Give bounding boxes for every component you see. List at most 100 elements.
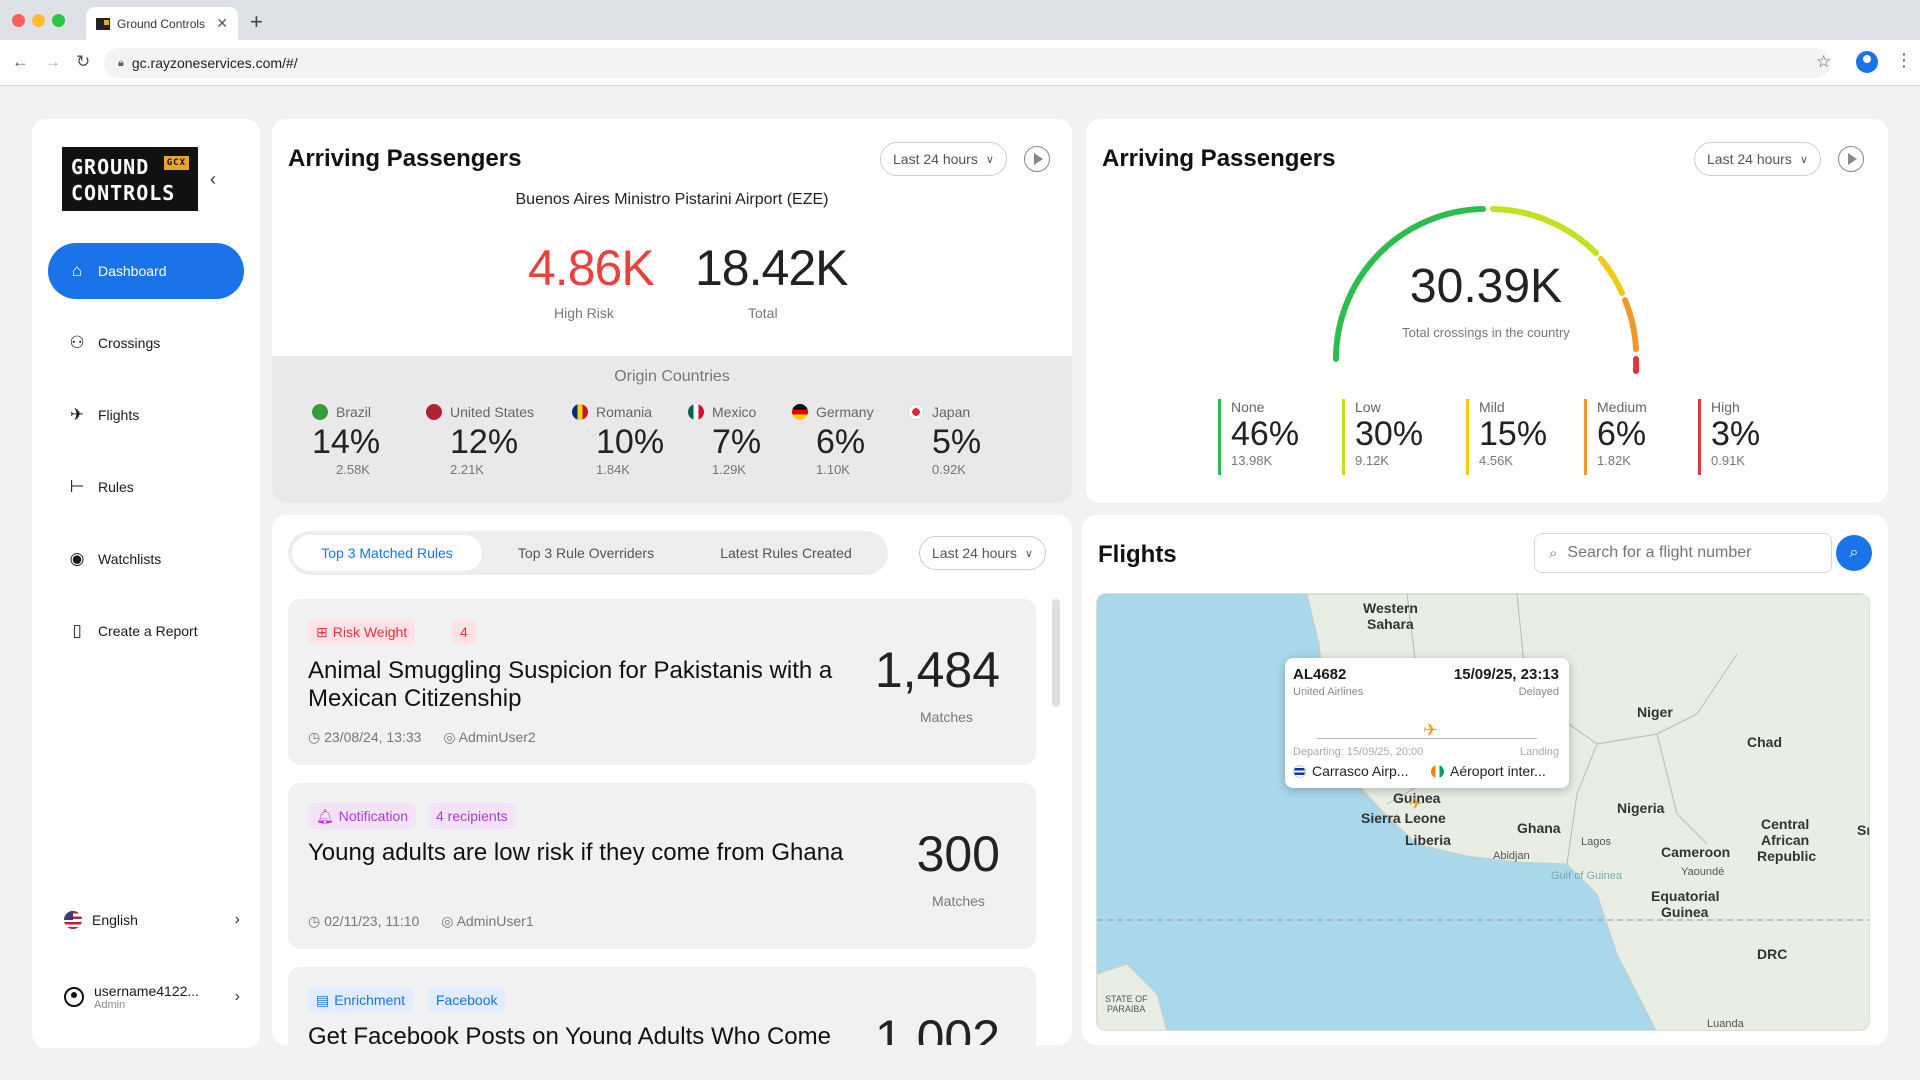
airplane-marker-icon[interactable]: ✈ [1409,796,1423,813]
map-label: Sı [1857,822,1870,838]
profile-avatar[interactable] [1856,51,1878,73]
destination-airport-name: Aéroport inter... [1450,763,1546,779]
country-germany: Germany 6% 1.10K [792,404,902,477]
back-icon[interactable]: ← [12,52,29,71]
risk-pct: 15% [1479,415,1548,453]
map-label: Central [1761,816,1810,832]
flights-card: Flights ⌕ ⌕ Western Sahara Niger Chad Ni… [1082,515,1888,1045]
rule-date: 02/11/23, 11:10 [324,913,420,929]
play-icon[interactable] [1838,146,1864,172]
risk-name: None [1231,399,1265,415]
browser-tabbar: Ground Controls ✕ + [0,0,1920,40]
search-button[interactable]: ⌕ [1836,535,1872,571]
rule-user: AdminUser1 [456,913,534,929]
flight-search-input[interactable] [1567,544,1808,562]
risk-name: Mild [1479,399,1505,415]
logo-line2: CONTROLS [71,181,176,205]
risk-weight-value: 4 [452,619,476,645]
risk-name: High [1711,399,1740,415]
brazil-flag-icon [312,404,328,420]
close-tab-icon[interactable]: ✕ [216,15,228,31]
risk-pct: 6% [1597,415,1647,453]
flight-datetime: 15/09/25, 23:13 [1453,666,1559,683]
map-label: DRC [1757,946,1788,962]
gauge-segment-mild [1598,256,1625,296]
people-icon: ⚇ [69,333,85,352]
sidebar-item-flights[interactable]: ✈ Flights [48,387,244,443]
sidebar-item-create-report[interactable]: ▯ Create a Report [48,603,244,659]
ground-controls-logo: GROUND CONTROLS GCX [62,147,198,211]
country-name: United States [450,404,535,420]
time-range-select[interactable]: Last 24 hours ∨ [880,142,1007,176]
sidebar-item-dashboard[interactable]: ⌂ Dashboard [48,243,244,299]
clock-icon: ◷ [308,913,321,929]
risk-name: Low [1355,399,1381,415]
rules-scrollbar[interactable] [1052,599,1060,707]
country-pct: 7% [712,423,762,461]
flight-status: Delayed [1518,686,1559,698]
chevron-down-icon: ∨ [985,153,994,166]
user-icon: ◎ [441,913,454,929]
recipients-tag: 4 recipients [428,803,516,829]
country-pct: 10% [596,423,665,461]
origin-title: Origin Countries [614,368,730,385]
tab-top-matched-rules[interactable]: Top 3 Matched Rules [292,535,482,571]
close-window-button[interactable] [12,14,25,27]
collapse-sidebar-icon[interactable]: ‹ [210,169,216,189]
browser-tab[interactable]: Ground Controls ✕ [86,7,238,40]
map-label: Liberia [1405,832,1451,848]
language-selector[interactable]: English › [64,911,240,929]
departing-time: Departing: 15/09/25, 20:00 [1293,746,1424,758]
time-range-select[interactable]: Last 24 hours ∨ [1694,142,1821,176]
language-label: English [92,912,138,928]
risk-count: 9.12K [1355,453,1389,468]
bookmark-star-icon[interactable]: ☆ [1816,52,1832,71]
rule-card[interactable]: ▤ Enrichment Facebook Get Facebook Posts… [288,967,1036,1045]
rule-card[interactable]: 🔔︎ Notification 4 recipients Young adult… [288,783,1036,949]
rule-title: Get Facebook Posts on Young Adults Who C… [308,1023,831,1045]
user-role: Admin [94,999,126,1011]
rule-user: AdminUser2 [458,729,536,745]
browser-menu-icon[interactable]: ⋮ [1895,50,1913,70]
url-text: gc.rayzoneservices.com/#/ [131,55,298,71]
play-icon[interactable] [1024,146,1050,172]
risk-pct: 30% [1355,415,1424,453]
forward-icon[interactable]: → [44,52,61,71]
us-flag-icon [64,911,82,929]
risk-count: 1.82K [1597,453,1631,468]
flights-map[interactable]: Western Sahara Niger Chad Nigeria Guinea… [1096,593,1870,1031]
sidebar-item-rules[interactable]: ⊢ Rules [48,459,244,515]
maximize-window-button[interactable] [52,14,65,27]
rule-meta: ◷ 02/11/23, 11:10 ◎ AdminUser1 [308,913,534,930]
crossings-gauge-card: Arriving Passengers Last 24 hours ∨ 30.3… [1086,119,1888,503]
time-range-select[interactable]: Last 24 hours ∨ [919,536,1046,570]
tab-latest-rules-created[interactable]: Latest Rules Created [720,545,852,561]
high-risk-value: 4.86K [528,240,655,296]
chevron-down-icon: ∨ [1024,547,1033,560]
reload-icon[interactable]: ↻ [76,52,91,71]
map-label: Guinea [1661,904,1709,920]
sidebar-item-crossings[interactable]: ⚇ Crossings [48,315,244,371]
south-america-landmass [1097,963,1167,1030]
origin-airport: Carrasco Airp... [1293,763,1408,779]
minimize-window-button[interactable] [32,14,45,27]
map-label: Cameroon [1661,844,1731,860]
url-field[interactable]: 🔒︎ gc.rayzoneservices.com/#/ [104,48,1830,78]
flight-popup[interactable]: AL4682 15/09/25, 23:13 United Airlines D… [1285,658,1569,788]
map-label: Sierra Leone [1361,810,1446,826]
sidebar-item-watchlists[interactable]: ◉ Watchlists [48,531,244,587]
tab-top-rule-overriders[interactable]: Top 3 Rule Overriders [517,545,655,561]
sidebar-item-label: Watchlists [98,551,162,567]
map-label: Guinea [1393,790,1441,806]
match-count: 1,484 [874,642,1000,698]
user-menu[interactable]: username4122... Admin › [64,983,240,1011]
total-crossings-value: 30.39K [1409,260,1563,313]
rule-card[interactable]: ⊞ Risk Weight 4 Animal Smuggling Suspici… [288,599,1036,765]
map-label: Yaoundé [1681,866,1725,878]
tag-label: Enrichment [334,992,406,1008]
map-label: Sahara [1367,616,1414,632]
new-tab-icon[interactable]: + [250,9,263,34]
sidebar-item-label: Crossings [98,335,161,351]
us-flag-icon [426,404,442,420]
romania-flag-icon [572,404,588,420]
